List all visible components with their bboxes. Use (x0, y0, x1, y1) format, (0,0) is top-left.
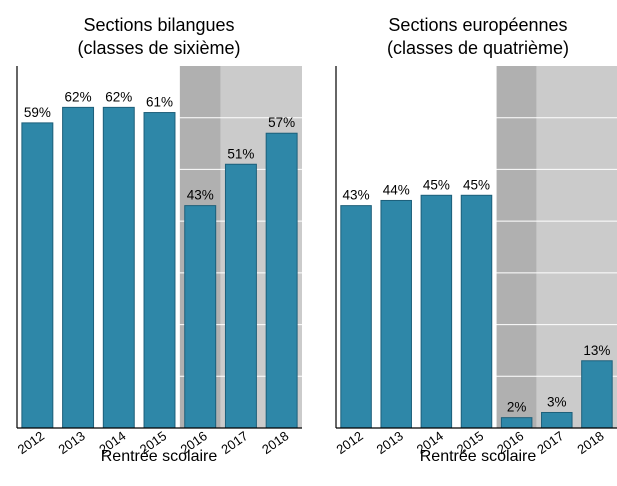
x-tick-label-2012: 2012 (15, 428, 47, 457)
data-label-2018: 13% (583, 343, 610, 358)
x-tick-label-2018: 2018 (574, 428, 606, 457)
x-tick-label-2013: 2013 (374, 428, 406, 457)
x-tick-label-2018: 2018 (259, 428, 291, 457)
data-label-2017: 3% (547, 394, 567, 409)
data-label-2013: 62% (65, 89, 92, 104)
chart-title-line2: (classes de quatrième) (387, 38, 569, 58)
data-label-2017: 51% (227, 146, 254, 161)
data-label-2018: 57% (268, 115, 295, 130)
data-label-2015: 45% (463, 177, 490, 192)
bar-2014 (102, 106, 135, 429)
data-label-2012: 59% (24, 105, 51, 120)
bar-2017 (224, 163, 257, 429)
bar-2015 (460, 194, 493, 429)
bar-2013 (380, 199, 412, 429)
panel-europeennes: Sections européennes (classes de quatriè… (333, 15, 617, 465)
bar-2016 (500, 417, 533, 429)
chart-title-line2: (classes de sixième) (77, 38, 240, 58)
bar-2017 (541, 411, 573, 429)
bar-2012 (340, 205, 372, 429)
data-label-2015: 61% (146, 95, 173, 110)
data-label-2016: 43% (187, 188, 214, 203)
x-tick-label-2017: 2017 (218, 428, 250, 457)
bar-2013 (62, 106, 95, 429)
chart-title-line1: Sections bilangues (83, 15, 234, 35)
x-tick-label-2012: 2012 (333, 428, 365, 457)
bar-2016 (184, 205, 217, 429)
bar-2014 (420, 194, 453, 429)
x-axis-label: Rentrée scolaire (101, 448, 218, 465)
shaded-region-dark (496, 66, 537, 428)
x-axis-label: Rentrée scolaire (420, 448, 537, 465)
bar-2012 (21, 122, 54, 429)
data-label-2014: 45% (423, 177, 450, 192)
panel-bilangues: Sections bilangues (classes de sixième) … (15, 15, 302, 465)
data-label-2016: 2% (507, 400, 527, 415)
bar-2015 (143, 112, 176, 429)
x-tick-label-2017: 2017 (534, 428, 566, 457)
data-label-2013: 44% (383, 182, 410, 197)
bar-2018 (265, 132, 298, 429)
bar-2018 (581, 360, 613, 429)
data-label-2014: 62% (105, 89, 132, 104)
x-tick-label-2013: 2013 (55, 428, 87, 457)
data-label-2012: 43% (343, 188, 370, 203)
chart-title-line1: Sections européennes (388, 15, 567, 35)
